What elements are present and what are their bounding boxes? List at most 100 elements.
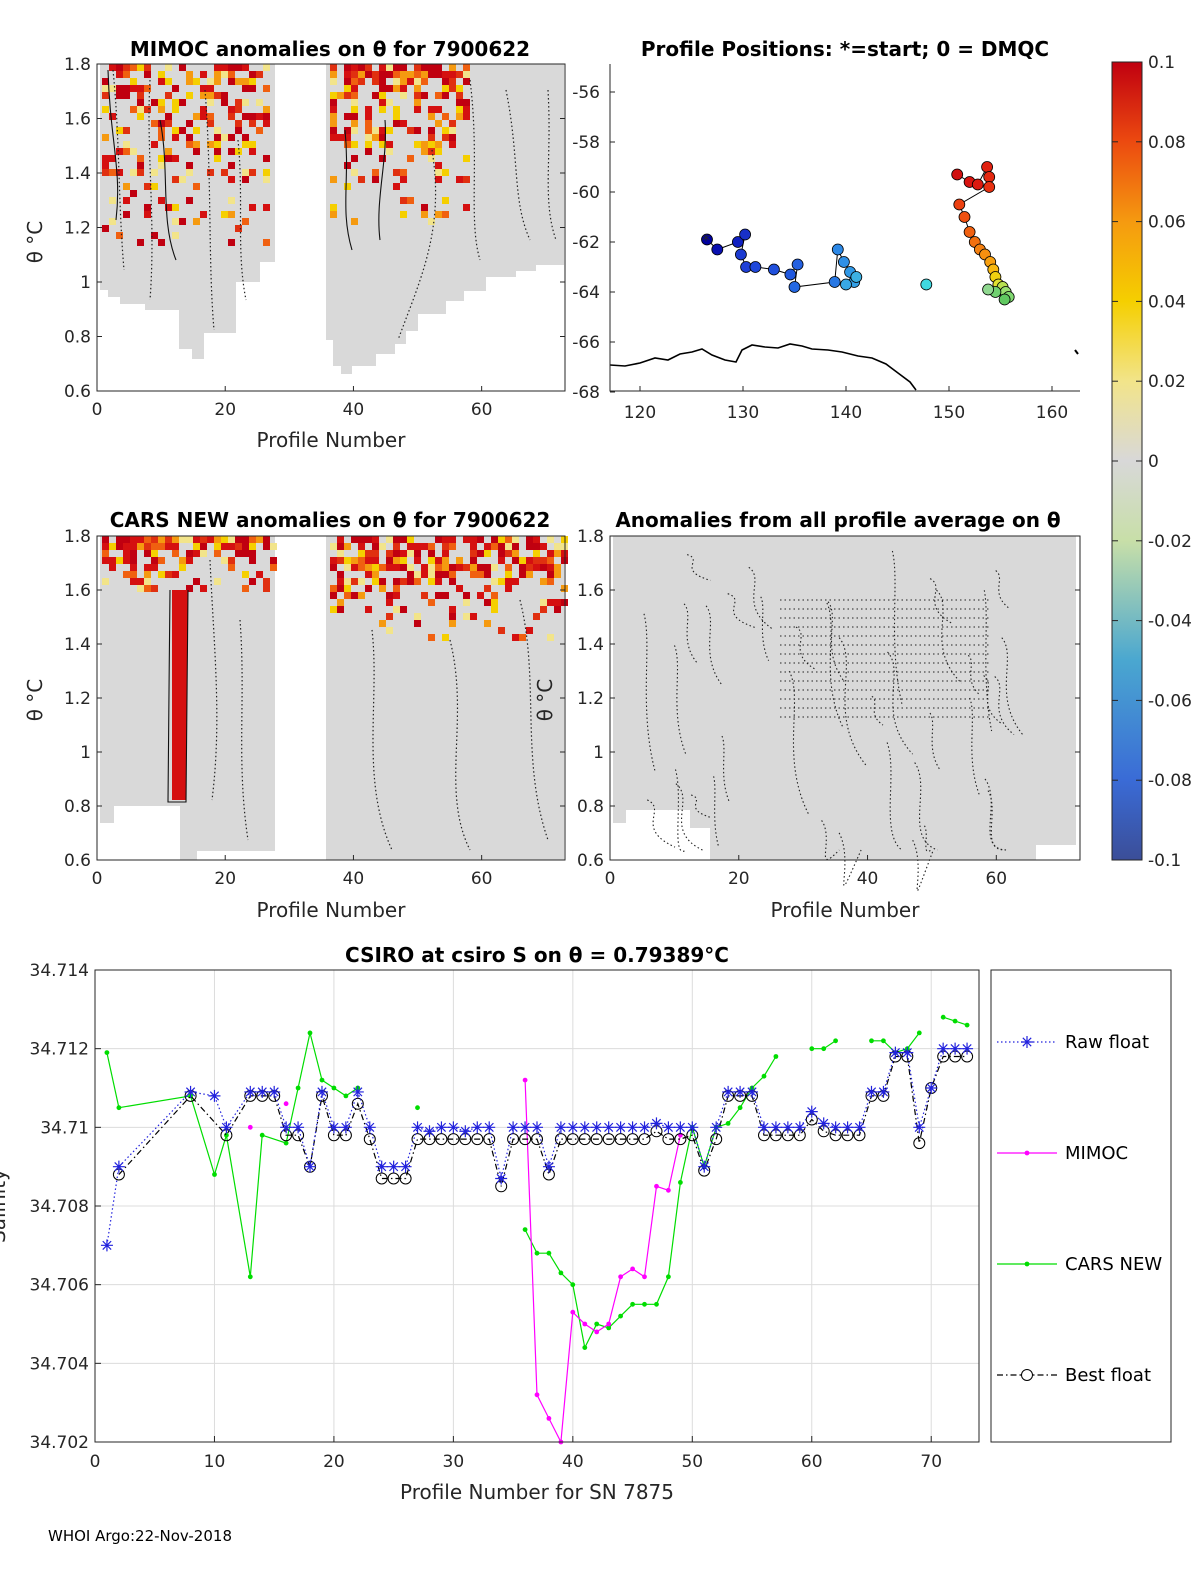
anomaly-cell (137, 106, 144, 113)
anomaly-cell (414, 620, 421, 627)
anomaly-cell (435, 557, 442, 564)
profile-position-marker (951, 168, 964, 181)
anomaly-cell (144, 204, 151, 211)
contour-line (936, 589, 962, 684)
anomaly-cell (365, 148, 372, 155)
anomaly-cell (372, 134, 379, 141)
best-float-point (638, 1133, 651, 1146)
anomaly-cell (228, 134, 235, 141)
anomaly-cell (330, 543, 337, 550)
anomaly-cell (130, 536, 137, 543)
raw-float-point (769, 1121, 782, 1134)
anomaly-cell (214, 536, 221, 543)
anomaly-cell (130, 190, 137, 197)
anomaly-cell (249, 536, 256, 543)
anomaly-cell (123, 71, 130, 78)
anomaly-cell (130, 106, 137, 113)
anomaly-cell (330, 113, 337, 120)
anomaly-cell (137, 239, 144, 246)
contour-line (838, 637, 867, 767)
anomaly-cell (207, 141, 214, 148)
best-float-point (602, 1133, 615, 1146)
anomaly-cell (428, 634, 435, 641)
profile-position-marker (953, 198, 966, 211)
legend-marker (1021, 1036, 1033, 1048)
anomaly-cell (249, 148, 256, 155)
anomaly-cell (407, 536, 414, 543)
anomaly-cell (414, 64, 421, 71)
anomaly-cell (221, 64, 228, 71)
anomaly-cell (256, 71, 263, 78)
anomaly-cell (242, 585, 249, 592)
cars-new-point (737, 1105, 743, 1111)
colorbar-tick-label: -0.02 (1148, 532, 1192, 552)
anomaly-cell (351, 106, 358, 113)
best-float-point (507, 1133, 520, 1146)
anomaly-cell (172, 127, 179, 134)
anomaly-cell (533, 564, 540, 571)
anomaly-cell (193, 113, 200, 120)
anomaly-cell (456, 564, 463, 571)
anomaly-cell (393, 169, 400, 176)
cars-new-line (524, 1056, 777, 1350)
anomaly-cell (365, 120, 372, 127)
anomaly-cell (102, 134, 109, 141)
anomaly-cell (242, 218, 249, 225)
anomaly-cell (235, 99, 242, 106)
anomaly-cell (193, 148, 200, 155)
anomaly-cell (351, 564, 358, 571)
anomaly-cell (456, 92, 463, 99)
raw-float-point (363, 1121, 376, 1134)
anomaly-cell (372, 550, 379, 557)
anomaly-cell (358, 578, 365, 585)
x-tick-label: 60 (985, 869, 1007, 889)
anomaly-cell (463, 176, 470, 183)
raw-float-point (566, 1121, 579, 1134)
anomaly-cell (449, 620, 456, 627)
anomaly-cell (151, 557, 158, 564)
anomaly-cell (456, 85, 463, 92)
anomaly-cell (235, 148, 242, 155)
anomaly-cell (372, 71, 379, 78)
anomaly-cell (351, 169, 358, 176)
anomaly-cell (351, 64, 358, 71)
mimoc-field (100, 64, 564, 374)
anomaly-cell (207, 113, 214, 120)
y-tick-label: 1.8 (577, 527, 604, 547)
anomaly-cell (421, 64, 428, 71)
anomaly-cell (428, 155, 435, 162)
contour-line (914, 762, 938, 851)
anomaly-cell (435, 148, 442, 155)
mimoc-point (582, 1321, 588, 1327)
cars-panel: CARS NEW anomalies on θ for 7900622 0 20 4… (23, 508, 568, 922)
anomaly-cell (137, 536, 144, 543)
anomaly-cell (242, 543, 249, 550)
raw-float-point (292, 1121, 305, 1134)
anomaly-cell (263, 543, 270, 550)
x-tick-label: 0 (92, 400, 103, 420)
x-tick-label: 150 (933, 403, 965, 423)
anomaly-cell (172, 155, 179, 162)
anomaly-cell (484, 543, 491, 550)
anomaly-cell (393, 564, 400, 571)
anomaly-cell (344, 557, 351, 564)
colorbar: 0.1 0.08 0.06 0.04 0.02 0 -0.02 -0.04 -0.06 -0.08… (1111, 53, 1192, 871)
profile-position-marker (838, 256, 850, 268)
anomaly-cell (484, 620, 491, 627)
anomaly-cell (256, 113, 263, 120)
anomaly-cell (144, 564, 151, 571)
profile-position-marker (735, 248, 747, 261)
mimoc-point (618, 1274, 623, 1280)
anomaly-cell (512, 634, 519, 641)
anomaly-cell (435, 92, 442, 99)
raw-float-point (650, 1117, 663, 1130)
anomaly-cell (330, 127, 337, 134)
anomaly-cell (330, 64, 337, 71)
anomaly-cell (498, 543, 505, 550)
anomaly-cell (344, 162, 351, 169)
anomaly-cell (214, 543, 221, 550)
contour-line (686, 554, 711, 581)
anomaly-cell (123, 571, 130, 578)
anomaly-cell (428, 148, 435, 155)
anomaly-cell (144, 585, 151, 592)
